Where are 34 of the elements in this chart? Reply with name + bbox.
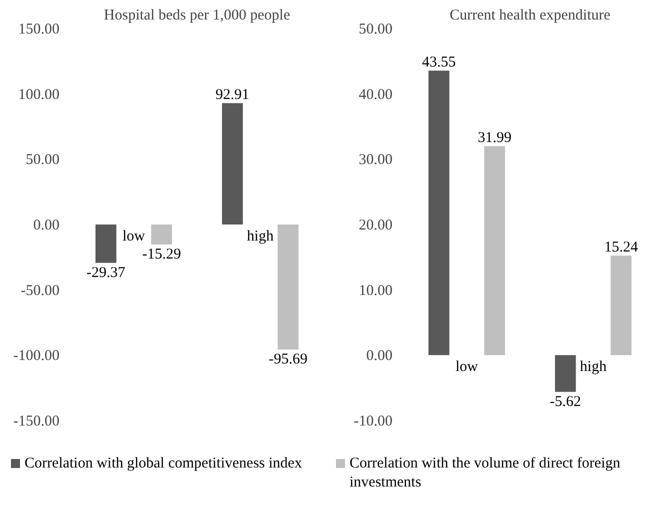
y-tick-label: 50.00 — [358, 22, 392, 38]
data-label: -95.69 — [268, 352, 308, 368]
y-tick-label: 50.00 — [26, 152, 60, 168]
chart-title: Current health expenditure — [450, 8, 611, 24]
y-tick-label: 0.00 — [366, 348, 392, 364]
y-tick-label: 20.00 — [358, 218, 392, 234]
x-tick-label: low — [456, 359, 478, 376]
bar — [484, 146, 506, 356]
y-tick-label: 0.00 — [33, 218, 60, 234]
data-label: 15.24 — [604, 240, 638, 256]
y-tick-label: -50.00 — [20, 282, 60, 299]
legend-label: Correlation with the volume of direct foreign investments — [350, 456, 621, 491]
y-tick-label: 150.00 — [18, 22, 60, 38]
data-label: 92.91 — [216, 87, 250, 104]
y-tick-label: -100.00 — [13, 348, 60, 364]
y-tick-label: 10.00 — [358, 282, 392, 299]
y-tick-label: -10.00 — [354, 414, 393, 430]
x-tick-label: high — [580, 359, 608, 376]
data-label: 31.99 — [478, 130, 512, 146]
bar — [554, 355, 576, 392]
data-label: 43.55 — [422, 54, 456, 71]
data-label: -15.29 — [142, 246, 181, 262]
bar — [610, 256, 632, 356]
legend-label: Correlation with global competitiveness index — [24, 456, 302, 472]
y-tick-label: 40.00 — [358, 86, 392, 103]
x-tick-label: low — [122, 228, 146, 244]
y-tick-label: -150.00 — [13, 414, 60, 430]
data-label: -29.37 — [86, 264, 126, 281]
data-label: -5.62 — [550, 394, 582, 410]
chart-title: Hospital beds per 1,000 people — [104, 8, 290, 24]
y-tick-label: 100.00 — [18, 86, 60, 103]
x-tick-label: high — [246, 228, 274, 244]
y-tick-label: 30.00 — [358, 152, 392, 168]
bar — [428, 70, 450, 356]
